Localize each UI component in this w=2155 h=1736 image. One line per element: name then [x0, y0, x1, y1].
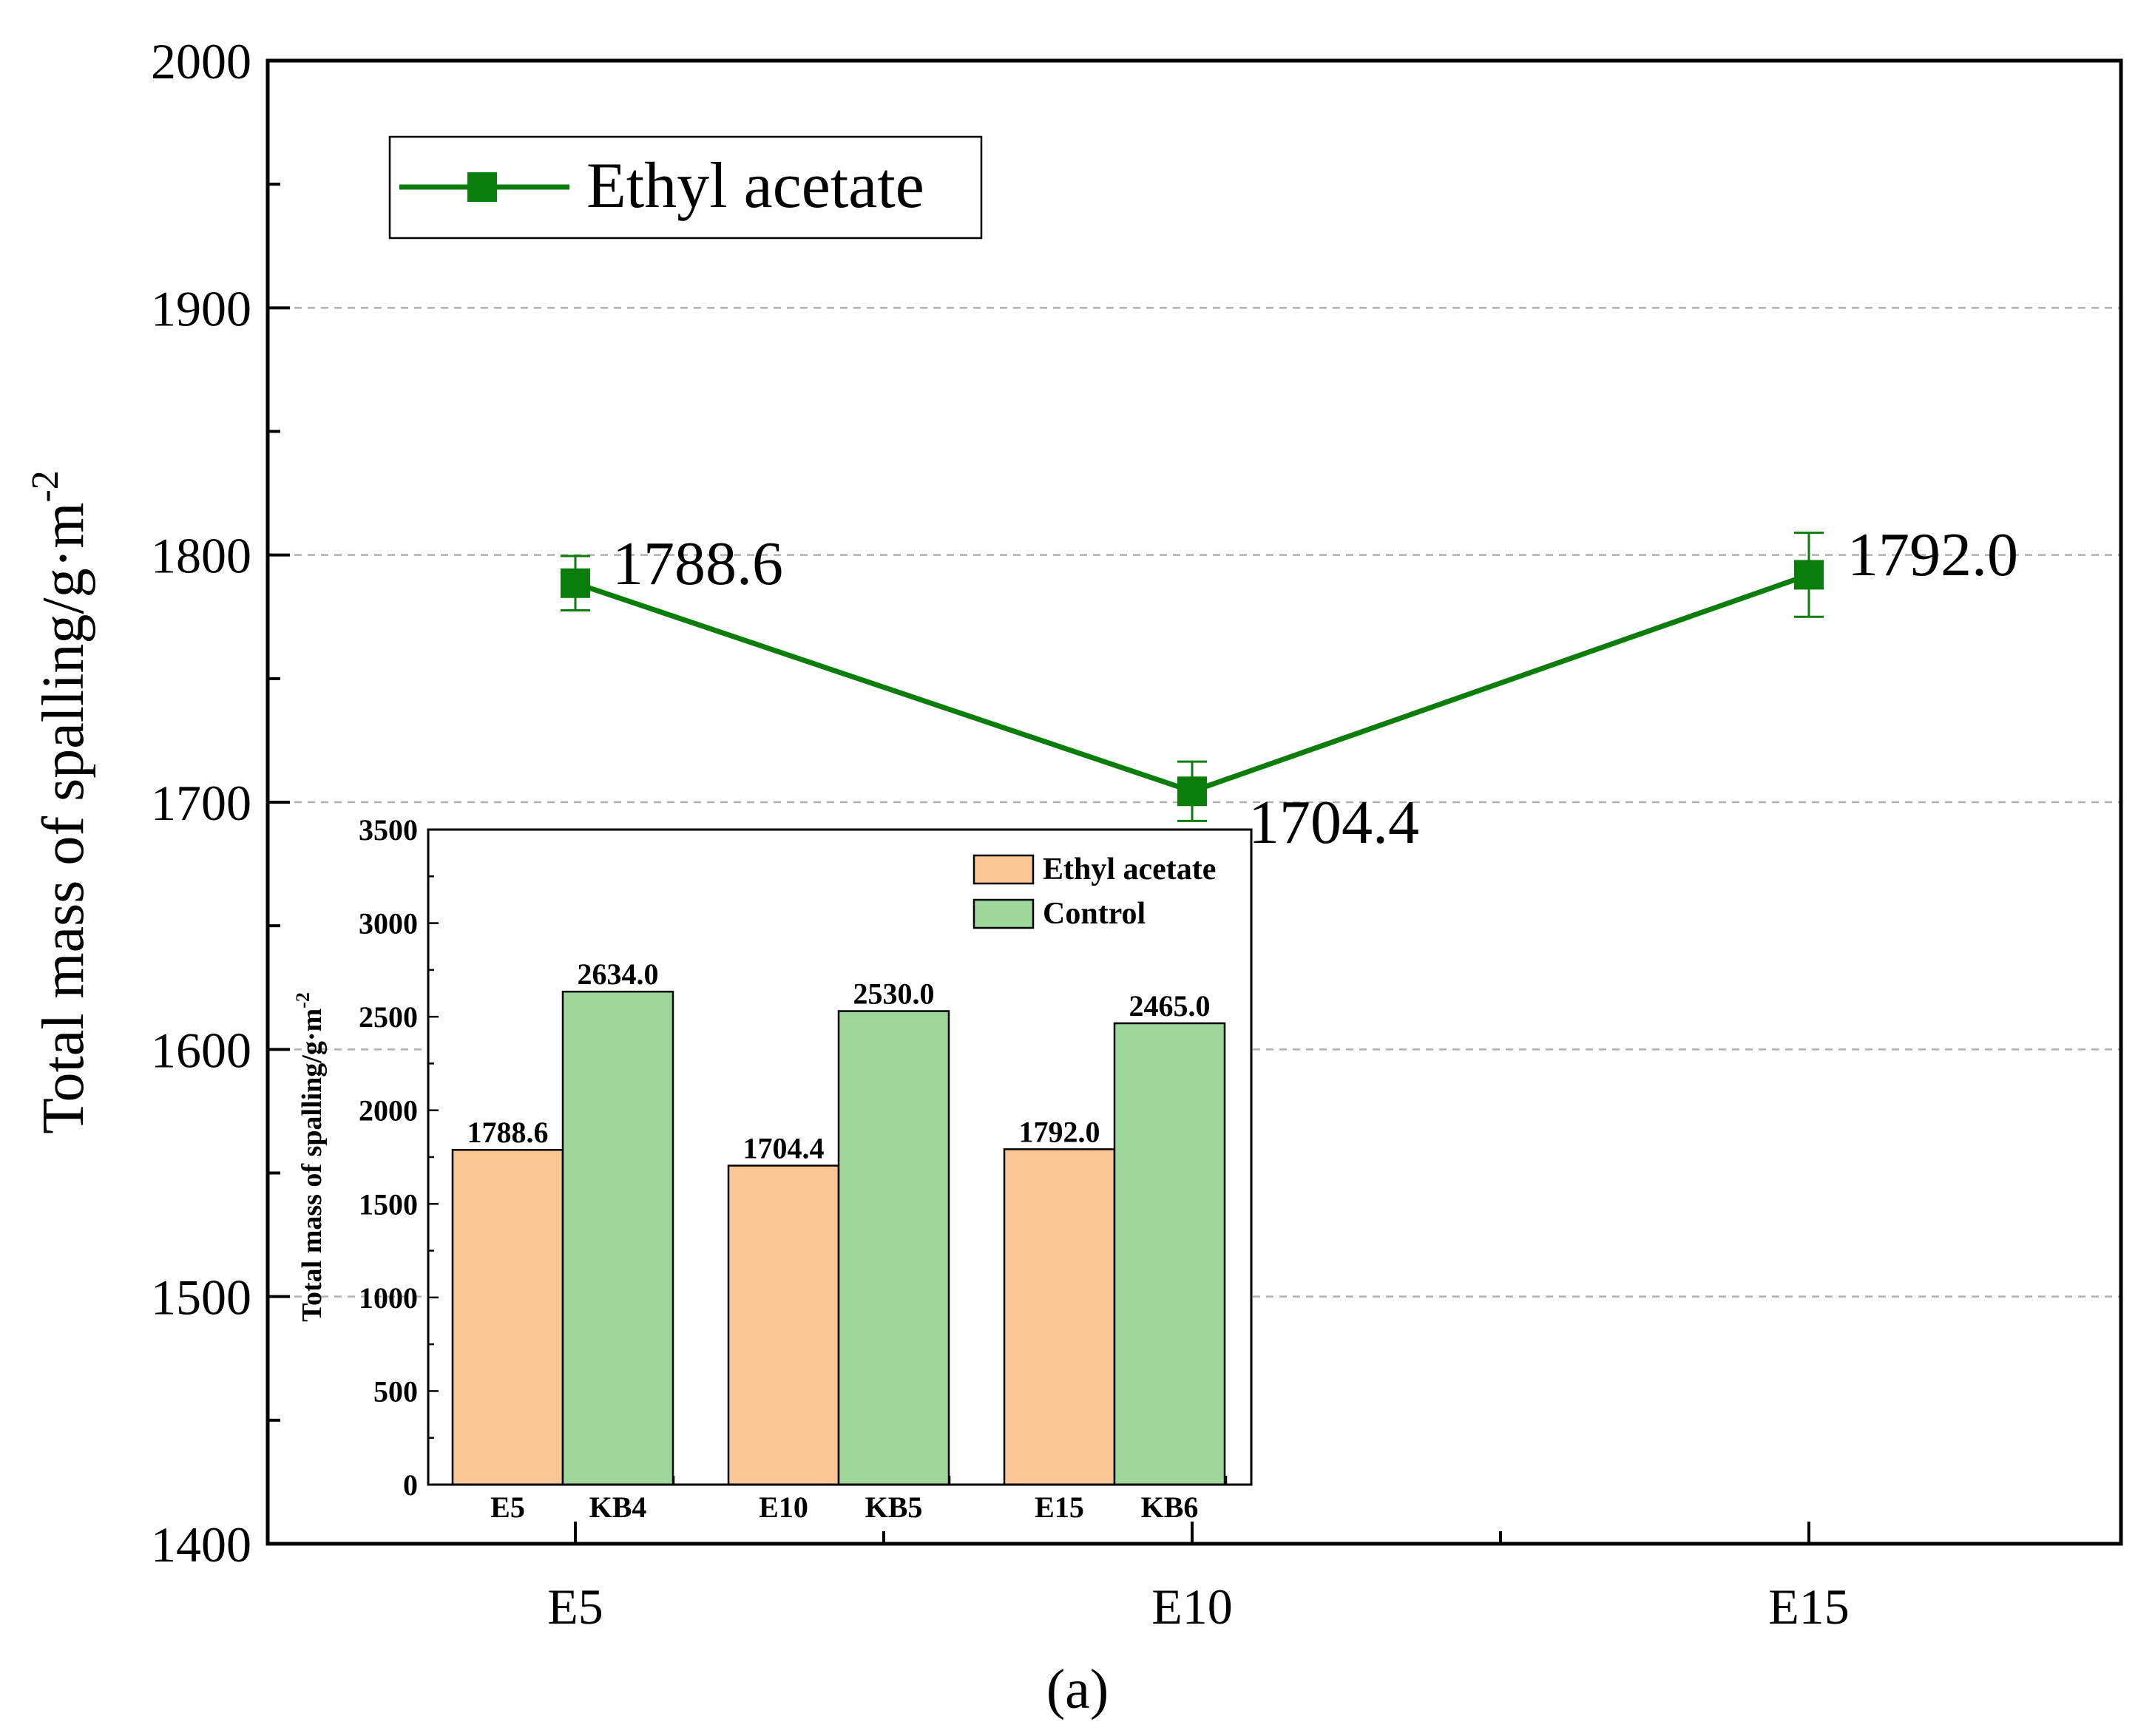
- y-tick-label: 1400: [151, 1516, 251, 1573]
- y-axis-label-text: Total mass of spalling/g·m: [31, 503, 96, 1134]
- bar: [1003, 1148, 1116, 1486]
- data-label: 1704.4: [1248, 788, 1419, 857]
- x-tick-label: E15: [1768, 1579, 1850, 1635]
- inset-chart: 1788.6 E5 2634.0 KB4 1704.4 E10 2530.0 KB5 1792.…: [292, 813, 1253, 1524]
- bar: [561, 990, 674, 1486]
- y-tick-label: 1800: [151, 528, 251, 584]
- y-tick-label: 1700: [151, 775, 251, 831]
- inset-y-tick-label: 2000: [359, 1094, 418, 1128]
- inset-y-tick-label: 1000: [359, 1281, 418, 1315]
- inset-x-tick-label: KB6: [1141, 1491, 1199, 1524]
- bar-value-label: 2530.0: [853, 977, 935, 1011]
- y-axis-label: Total mass of spalling/g·m-2: [24, 470, 96, 1134]
- data-point-marker: [1794, 560, 1824, 590]
- inset-y-axis-label-text: Total mass of spalling/g·m: [297, 1008, 328, 1322]
- y-axis-label-superscript: -2: [24, 470, 67, 502]
- y-tick-label: 1500: [151, 1269, 251, 1326]
- inset-y-axis-label: Total mass of spalling/g·m-2: [292, 992, 328, 1322]
- x-tick-label: E10: [1151, 1579, 1233, 1635]
- bar: [1113, 1022, 1226, 1486]
- main-chart: 1400 1500 1600 1700 1800 1900 2000 E5 E10 E15 Tota…: [24, 33, 2123, 1635]
- legend-label: Ethyl acetate: [586, 150, 924, 222]
- inset-y-tick-label: 0: [403, 1468, 418, 1502]
- data-point-marker: [1177, 776, 1207, 807]
- inset-x-tick-label: E10: [759, 1491, 808, 1524]
- data-label: 1792.0: [1847, 521, 2018, 589]
- inset-x-tick-label: E5: [490, 1491, 525, 1524]
- inset-legend-swatch: [972, 898, 1035, 929]
- y-tick-label: 1600: [151, 1022, 251, 1078]
- data-label: 1788.6: [612, 529, 783, 598]
- inset-y-tick-label: 3000: [359, 907, 418, 940]
- inset-y-tick-label: 3500: [359, 813, 418, 847]
- inset-legend: Ethyl acetate Control: [972, 852, 1216, 931]
- inset-x-tick-label: E15: [1035, 1491, 1084, 1524]
- inset-legend-swatch: [972, 854, 1035, 885]
- bar: [837, 1010, 950, 1486]
- inset-legend-label: Control: [1043, 897, 1146, 931]
- bar: [451, 1148, 564, 1486]
- bar-value-label: 1788.6: [467, 1116, 549, 1149]
- inset-y-tick-label: 1500: [359, 1187, 418, 1221]
- bar-value-label: 2465.0: [1129, 989, 1211, 1023]
- inset-legend-label: Ethyl acetate: [1043, 852, 1216, 886]
- legend-marker-swatch: [467, 172, 497, 202]
- inset-x-tick-label: KB5: [865, 1491, 923, 1524]
- bar-value-label: 1704.4: [743, 1132, 825, 1165]
- bar-value-label: 2634.0: [578, 957, 659, 991]
- x-tick-label: E5: [547, 1579, 603, 1635]
- series-line-ethyl-acetate: [574, 572, 1810, 794]
- inset-x-tick-label: KB4: [589, 1491, 647, 1524]
- y-tick-label: 2000: [151, 33, 251, 89]
- bar: [727, 1164, 840, 1486]
- legend: Ethyl acetate: [388, 135, 983, 240]
- inset-y-axis-label-superscript: -2: [292, 992, 314, 1008]
- data-point-marker: [561, 568, 590, 598]
- inset-y-tick-label: 500: [373, 1374, 418, 1408]
- figure-caption: (a): [1046, 1658, 1109, 1720]
- inset-y-tick-label: 2500: [359, 1000, 418, 1034]
- bar-value-label: 1792.0: [1019, 1115, 1100, 1148]
- y-tick-label: 1900: [151, 280, 251, 336]
